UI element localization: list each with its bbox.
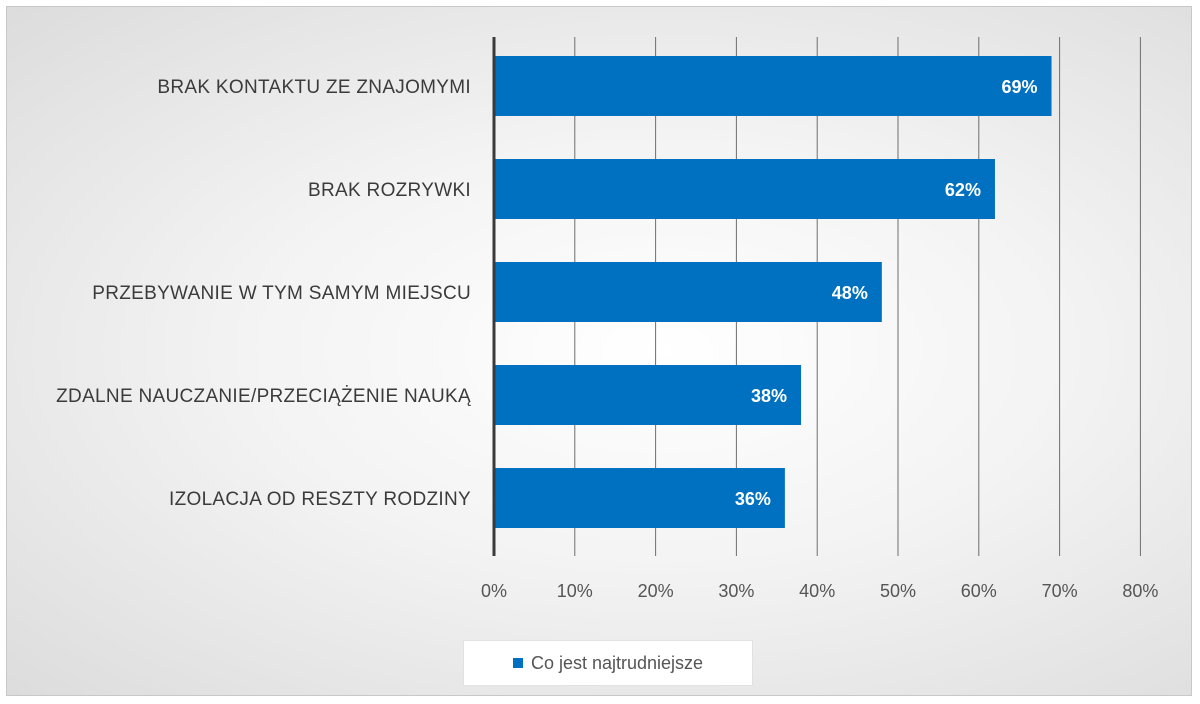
bar-chart: BRAK KONTAKTU ZE ZNAJOMYMI BRAK ROZRYWKI P… [56,37,1158,601]
category-label: IZOLACJA OD RESZTY RODZINY [169,489,471,510]
x-tick-label: 0% [481,581,507,601]
x-tick-label: 30% [718,581,754,601]
category-label: PRZEBYWANIE W TYM SAMYM MIEJSCU [92,283,471,304]
category-label: ZDALNE NAUCZANIE/PRZECIĄŻENIE NAUKĄ [56,386,471,407]
category-label: BRAK KONTAKTU ZE ZNAJOMYMI [157,77,471,98]
data-label: 38% [751,386,787,406]
x-tick-label: 40% [799,581,835,601]
chart-frame: BRAK KONTAKTU ZE ZNAJOMYMI BRAK ROZRYWKI P… [6,6,1192,696]
category-labels: BRAK KONTAKTU ZE ZNAJOMYMI BRAK ROZRYWKI P… [56,77,471,510]
x-tick-label: 60% [961,581,997,601]
legend-swatch [512,658,523,668]
legend: Co jest najtrudniejsze [463,640,753,686]
bar [494,365,802,425]
x-tick-label: 50% [880,581,916,601]
bar [494,262,882,322]
x-tick-label: 80% [1122,581,1158,601]
data-label: 62% [945,180,981,200]
bar [494,468,785,528]
bar [494,56,1052,116]
data-labels: 69% 62% 48% 38% 36% [735,77,1038,509]
data-label: 48% [832,283,868,303]
bars [494,56,1052,528]
x-tick-labels: 0% 10% 20% 30% 40% 50% 60% 70% 80% [481,581,1158,601]
x-tick-label: 70% [1042,581,1078,601]
data-label: 69% [1001,77,1037,97]
x-tick-label: 10% [557,581,593,601]
category-label: BRAK ROZRYWKI [308,180,471,201]
bar [494,159,995,219]
x-tick-label: 20% [638,581,674,601]
data-label: 36% [735,489,771,509]
legend-label: Co jest najtrudniejsze [530,652,704,673]
